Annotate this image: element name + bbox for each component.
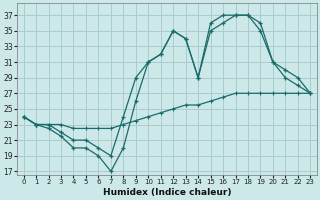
X-axis label: Humidex (Indice chaleur): Humidex (Indice chaleur) — [103, 188, 231, 197]
